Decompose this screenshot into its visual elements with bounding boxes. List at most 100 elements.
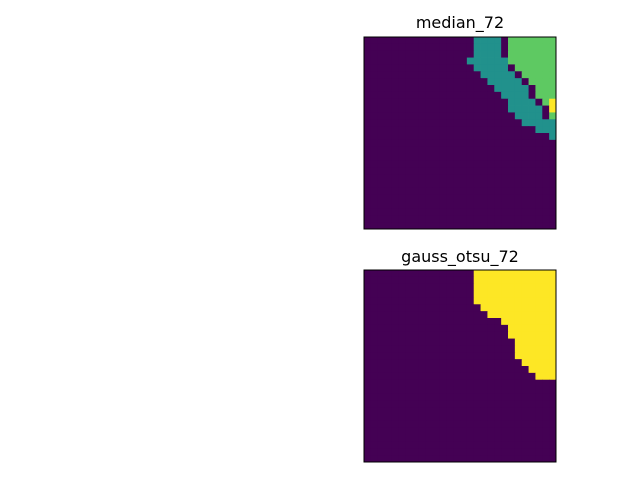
median-72-cell	[466, 43, 475, 52]
median-72-cell	[494, 71, 502, 79]
gauss-otsu-72-cell	[542, 270, 550, 278]
median-72-cell	[521, 208, 529, 216]
median-72-cell	[542, 174, 550, 182]
median-72-cell	[514, 153, 523, 161]
median-72-cell	[487, 64, 495, 72]
median-72-cell	[521, 201, 529, 209]
gauss-otsu-72-cell	[391, 407, 399, 415]
median-72-cell	[453, 98, 461, 106]
median-72-cell	[480, 85, 488, 93]
median-72-cell	[377, 71, 385, 79]
gauss-otsu-72-cell	[508, 283, 516, 291]
gauss-otsu-72-cell	[494, 304, 502, 312]
median-72-cell	[542, 222, 550, 230]
gauss-otsu-72-cell	[535, 324, 543, 333]
median-72-cell	[501, 37, 509, 45]
median-72-cell	[460, 133, 468, 141]
median-72-cell	[398, 119, 406, 127]
median-72-cell	[391, 160, 399, 168]
median-72-cell	[453, 126, 461, 134]
median-72-cell	[521, 57, 529, 65]
gauss-otsu-72-cell	[370, 379, 379, 387]
gauss-otsu-72-cell	[549, 290, 557, 298]
gauss-otsu-72-cell	[364, 352, 372, 360]
gauss-otsu-72-cell	[412, 414, 420, 422]
gauss-otsu-72-cell	[391, 311, 399, 319]
median-72-cell	[439, 119, 447, 127]
median-72-cell	[528, 139, 536, 148]
median-72-cell	[425, 64, 433, 72]
gauss-otsu-72-cell	[412, 372, 420, 381]
median-72-cell	[494, 119, 502, 127]
gauss-otsu-72-cell	[494, 297, 502, 305]
gauss-otsu-72-cell	[514, 290, 523, 298]
gauss-otsu-72-cell	[514, 400, 523, 408]
gauss-otsu-72-cell	[480, 270, 488, 278]
median-72-cell	[384, 146, 392, 154]
gauss-otsu-72-cell	[412, 455, 420, 463]
gauss-otsu-72-cell	[398, 304, 406, 312]
median-72-cell	[542, 37, 550, 45]
median-72-cell	[480, 91, 488, 100]
gauss-otsu-72-cell	[439, 386, 447, 394]
gauss-otsu-72-cell	[466, 270, 475, 278]
gauss-otsu-72-cell	[494, 338, 502, 346]
median-72-cell	[528, 37, 536, 45]
gauss-otsu-72-cell	[494, 407, 502, 415]
gauss-otsu-72-cell	[487, 338, 495, 346]
median-72-cell	[370, 98, 379, 106]
median-72-cell	[514, 194, 523, 202]
gauss-otsu-72-cell	[446, 414, 454, 422]
gauss-otsu-72-cell	[425, 318, 433, 326]
gauss-otsu-72-cell	[453, 448, 461, 456]
gauss-otsu-72-cell	[494, 366, 502, 374]
gauss-otsu-72-cell	[432, 338, 440, 346]
gauss-otsu-72-cell	[412, 379, 420, 387]
gauss-otsu-72-cell	[521, 352, 529, 360]
median-72-cell	[528, 187, 536, 196]
gauss-otsu-72-cell	[432, 311, 440, 319]
gauss-otsu-72-cell	[460, 276, 468, 285]
gauss-otsu-72-cell	[528, 441, 536, 449]
median-72-cell	[446, 187, 454, 196]
gauss-otsu-72-cell	[418, 427, 427, 435]
median-72-cell	[542, 167, 550, 175]
gauss-otsu-72-cell	[384, 290, 392, 298]
gauss-otsu-72-cell	[446, 359, 454, 367]
gauss-otsu-72-cell	[384, 331, 392, 339]
median-72-cell	[432, 139, 440, 148]
median-72-cell	[542, 146, 550, 154]
gauss-otsu-72-cell	[432, 441, 440, 449]
gauss-otsu-72-cell	[480, 304, 488, 312]
gauss-otsu-72-cell	[439, 359, 447, 367]
gauss-otsu-72-cell	[391, 331, 399, 339]
gauss-otsu-72-cell	[425, 283, 433, 291]
gauss-otsu-72-cell	[432, 276, 440, 285]
median-72-cell	[425, 194, 433, 202]
gauss-otsu-72-cell	[412, 366, 420, 374]
gauss-otsu-72-cell	[425, 441, 433, 449]
gauss-otsu-72-cell	[528, 290, 536, 298]
median-72-cell	[446, 146, 454, 154]
gauss-otsu-72-cell	[412, 352, 420, 360]
median-72-cell	[514, 215, 523, 223]
gauss-otsu-72-cell	[418, 318, 427, 326]
gauss-otsu-72-cell	[425, 304, 433, 312]
gauss-otsu-72-cell	[398, 427, 406, 435]
gauss-otsu-72-cell	[405, 345, 413, 353]
gauss-otsu-72-cell	[514, 345, 523, 353]
gauss-otsu-72-cell	[398, 407, 406, 415]
gauss-otsu-72-cell	[535, 311, 543, 319]
gauss-otsu-72-cell	[398, 311, 406, 319]
gauss-otsu-72-cell	[425, 414, 433, 422]
gauss-otsu-72-cell	[453, 290, 461, 298]
median-72-cell	[384, 71, 392, 79]
gauss-otsu-72-cell	[439, 420, 447, 429]
median-72-cell	[514, 105, 523, 113]
median-72-cell	[418, 112, 427, 120]
median-72-cell	[432, 194, 440, 202]
median-72-cell	[418, 181, 427, 189]
median-72-cell	[480, 37, 488, 45]
gauss-otsu-72-cell	[528, 270, 536, 278]
median-72-cell	[384, 91, 392, 100]
